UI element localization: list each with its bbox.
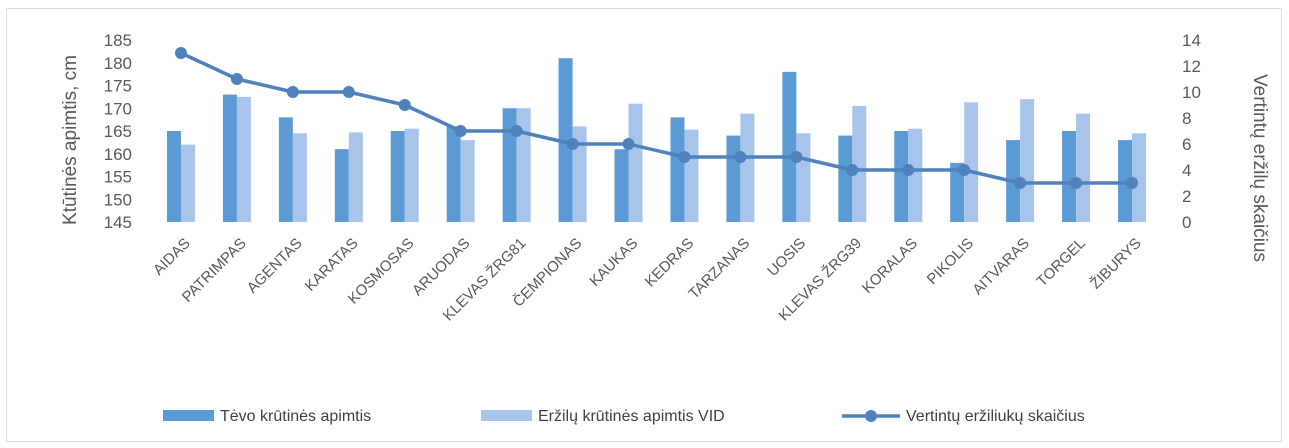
- legend-label-series-3: Vertintų eržiliukų skaičius: [906, 408, 1085, 425]
- category-label: KEDRAS: [642, 235, 698, 291]
- line-point-series-3: [342, 86, 355, 98]
- line-layer: [174, 47, 1139, 189]
- line-point-series-3: [566, 138, 579, 150]
- category-label: KORALAS: [859, 235, 921, 297]
- bar-series-1: [558, 58, 573, 223]
- y-axis-left-title: Ktūtinės apimtis, cm: [60, 55, 81, 225]
- line-point-series-3: [1070, 177, 1083, 189]
- bar-series-1: [166, 131, 181, 222]
- bar-series-1: [1118, 140, 1133, 222]
- y-right-tick-label: 14: [1182, 31, 1201, 50]
- category-label: TARZANAS: [685, 235, 753, 303]
- bar-series-1: [950, 162, 965, 222]
- legend-label-series-2: Eržilų krūtinės apimtis VID: [538, 408, 725, 425]
- legend-swatch-series-1: [163, 410, 214, 421]
- bar-series-2: [852, 105, 867, 222]
- y-axis-right-ticks: 0 2 4 6 8 10 12 14: [1182, 31, 1201, 232]
- bar-series-2: [628, 103, 643, 222]
- line-point-series-3: [846, 164, 859, 176]
- bar-series-1: [390, 131, 405, 222]
- line-point-series-3: [902, 164, 915, 176]
- line-point-series-3: [286, 86, 299, 98]
- y-left-tick-label: 185: [104, 31, 132, 50]
- bar-series-2: [460, 140, 475, 222]
- bar-series-2: [180, 144, 195, 222]
- legend-marker-series-3: [865, 410, 877, 422]
- bar-series-2: [236, 96, 251, 222]
- category-label: KARATAS: [302, 235, 362, 295]
- bar-series-2: [572, 126, 587, 222]
- bar-series-1: [726, 135, 741, 222]
- bar-series-1: [782, 71, 797, 222]
- y-right-tick-label: 2: [1182, 187, 1191, 206]
- line-point-series-3: [622, 138, 635, 150]
- y-axis-right-title: Vertintų eržilų skaičius: [1249, 74, 1270, 262]
- bars-layer: [166, 58, 1147, 223]
- legend: Tėvo krūtinės apimtis Eržilų krūtinės ap…: [163, 408, 1085, 425]
- bar-series-1: [614, 149, 629, 222]
- bar-series-2: [684, 129, 699, 222]
- legend-swatch-series-2: [481, 410, 532, 421]
- line-point-series-3: [510, 125, 523, 137]
- category-label: AITVARAS: [969, 235, 1033, 299]
- y-left-tick-label: 175: [104, 77, 132, 96]
- bar-series-1: [502, 108, 517, 222]
- bar-series-2: [740, 113, 755, 222]
- category-label: PIKOLIS: [924, 235, 977, 288]
- bar-series-2: [516, 108, 531, 222]
- y-left-tick-label: 150: [104, 190, 132, 209]
- y-left-tick-label: 160: [104, 145, 132, 164]
- bar-series-2: [964, 102, 979, 222]
- category-label: ŽIBURYS: [1087, 235, 1145, 293]
- line-point-series-3: [454, 125, 467, 137]
- y-right-tick-label: 10: [1182, 83, 1201, 102]
- line-point-series-3: [678, 151, 691, 163]
- line-point-series-3: [790, 151, 803, 163]
- bar-series-2: [908, 128, 923, 222]
- bar-series-1: [278, 117, 293, 222]
- y-left-tick-label: 155: [104, 168, 132, 187]
- category-label: UOSIS: [764, 235, 809, 280]
- y-left-tick-label: 145: [104, 213, 132, 232]
- line-series-3: [180, 51, 1133, 185]
- y-right-tick-label: 12: [1182, 57, 1201, 76]
- bar-series-2: [404, 128, 419, 222]
- y-right-tick-label: 8: [1182, 109, 1191, 128]
- bar-series-1: [1062, 131, 1077, 222]
- category-label: KAUKAS: [586, 235, 641, 290]
- bar-series-1: [838, 135, 853, 222]
- bar-series-1: [334, 149, 349, 222]
- chart-frame: [6, 8, 1282, 442]
- bar-series-2: [292, 133, 307, 222]
- line-point-series-3: [734, 151, 747, 163]
- bar-series-2: [348, 132, 363, 222]
- y-right-tick-label: 0: [1182, 213, 1191, 232]
- category-label: AGENTAS: [244, 235, 306, 297]
- y-right-tick-label: 6: [1182, 135, 1191, 154]
- line-point-series-3: [1126, 177, 1139, 189]
- y-right-tick-label: 4: [1182, 161, 1191, 180]
- x-axis-categories: AIDASPATRIMPASAGENTASKARATASKOSMOSASARUO…: [150, 235, 1145, 325]
- category-label: AIDAS: [150, 235, 194, 279]
- bar-series-2: [1076, 113, 1091, 222]
- bar-series-1: [670, 117, 685, 222]
- y-left-tick-label: 165: [104, 122, 132, 141]
- bar-series-1: [894, 131, 909, 222]
- y-left-tick-label: 170: [104, 99, 132, 118]
- legend-label-series-1: Tėvo krūtinės apimtis: [220, 408, 371, 425]
- y-left-tick-label: 180: [104, 54, 132, 73]
- bar-series-2: [1020, 99, 1035, 222]
- y-axis-left-ticks: 145 150 155 160 165 170 175 180 185: [104, 31, 132, 232]
- category-label: TORGEL: [1033, 235, 1088, 290]
- bar-series-2: [1132, 133, 1147, 222]
- bar-series-2: [796, 133, 811, 222]
- bar-series-1: [222, 94, 237, 222]
- line-point-series-3: [958, 164, 971, 176]
- line-point-series-3: [230, 73, 243, 85]
- line-point-series-3: [1014, 177, 1027, 189]
- line-point-series-3: [398, 99, 411, 111]
- bar-series-1: [446, 126, 461, 222]
- line-point-series-3: [174, 47, 187, 59]
